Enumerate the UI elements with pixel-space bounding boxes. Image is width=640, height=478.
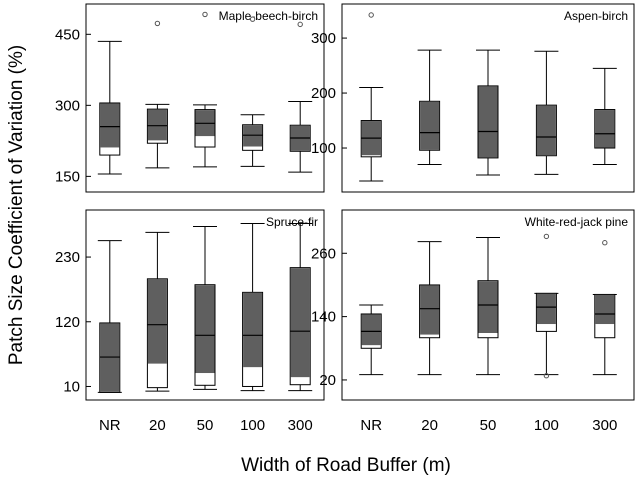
box-50 bbox=[193, 11, 217, 168]
y-tick-label: 140 bbox=[311, 309, 336, 326]
x-tick-label: 300 bbox=[592, 417, 617, 434]
y-tick-label: 150 bbox=[55, 168, 80, 185]
y-tick-label: 230 bbox=[55, 249, 80, 266]
outlier-point bbox=[297, 21, 303, 28]
box-shaded bbox=[478, 86, 498, 158]
panel-white-red-jack-pine: White-red-jack pine 20 140 260 NR 20 50 100 300 bbox=[311, 209, 635, 434]
x-tick-label: NR bbox=[99, 417, 121, 434]
box-20 bbox=[145, 20, 170, 169]
box-100 bbox=[240, 16, 265, 167]
y-tick-label: 260 bbox=[311, 245, 336, 262]
box-shaded bbox=[243, 292, 263, 368]
box-shaded bbox=[290, 268, 310, 378]
x-tick-label: 50 bbox=[480, 417, 497, 434]
outlier-point bbox=[202, 11, 208, 18]
panel-frame bbox=[341, 3, 635, 193]
box-300 bbox=[288, 21, 313, 173]
box-shaded bbox=[536, 293, 556, 325]
outlier-point bbox=[602, 240, 608, 246]
panel-title: White-red-jack pine bbox=[525, 215, 629, 229]
y-tick-label: 200 bbox=[311, 85, 336, 102]
panel-title: Maple-beech-birch bbox=[219, 9, 318, 23]
box-50 bbox=[476, 236, 500, 376]
x-axis-title: Width of Road Buffer (m) bbox=[241, 455, 451, 476]
box-shaded bbox=[100, 103, 120, 148]
box-50 bbox=[476, 49, 500, 176]
box-shaded bbox=[243, 125, 263, 147]
box-20 bbox=[145, 231, 170, 392]
y-tick-label: 20 bbox=[319, 372, 336, 389]
box-NR bbox=[359, 304, 384, 376]
panel-title: Spruce-fir bbox=[266, 215, 318, 229]
x-tick-label: 300 bbox=[288, 417, 313, 434]
box-NR bbox=[97, 40, 122, 175]
panel-frame bbox=[85, 3, 325, 193]
box-NR bbox=[359, 12, 384, 182]
box-shaded bbox=[361, 314, 381, 346]
x-tick-label: NR bbox=[360, 417, 382, 434]
y-axis-title: Patch Size Coefficient of Variation (%) bbox=[6, 45, 27, 365]
panel-maple-beech-birch: Maple-beech-birch 150 300 450 bbox=[55, 3, 325, 193]
box-300 bbox=[288, 223, 313, 392]
panels-group: Maple-beech-birch 150 300 450 Aspen-birch 100… bbox=[55, 3, 635, 434]
y-tick-label: 300 bbox=[55, 97, 80, 114]
box-100 bbox=[240, 223, 265, 392]
box-shaded bbox=[478, 281, 498, 333]
x-tick-label: 100 bbox=[240, 417, 265, 434]
panel-title: Aspen-birch bbox=[564, 9, 628, 23]
y-tick-label: 300 bbox=[311, 30, 336, 47]
panel-frame bbox=[85, 209, 325, 401]
y-tick-label: 10 bbox=[63, 378, 80, 395]
y-tick-label: 450 bbox=[55, 26, 80, 43]
y-tick-label: 120 bbox=[55, 314, 80, 331]
outlier-point bbox=[249, 16, 256, 22]
box-shaded bbox=[536, 105, 556, 156]
box-shaded bbox=[147, 279, 167, 364]
panel-frame bbox=[341, 209, 635, 401]
box-20 bbox=[417, 49, 442, 166]
box-shaded bbox=[195, 285, 215, 374]
box-shaded bbox=[595, 294, 615, 325]
box-100 bbox=[534, 50, 559, 175]
outlier-point bbox=[543, 373, 550, 379]
box-300 bbox=[592, 240, 617, 376]
outlier-point bbox=[543, 233, 550, 240]
x-tick-label: 20 bbox=[149, 417, 166, 434]
x-tick-label: 100 bbox=[534, 417, 559, 434]
box-shaded bbox=[420, 101, 440, 150]
y-tick-label: 100 bbox=[311, 140, 336, 157]
box-100 bbox=[534, 233, 559, 379]
panel-spruce-fir: Spruce-fir 10 120 230 NR 20 50 100 300 bbox=[55, 209, 325, 434]
box-shaded bbox=[420, 285, 440, 335]
box-NR bbox=[97, 240, 122, 393]
x-tick-label: 50 bbox=[197, 417, 214, 434]
outlier-point bbox=[154, 20, 161, 27]
box-shaded bbox=[595, 110, 615, 148]
panel-aspen-birch: Aspen-birch 100 200 300 bbox=[311, 3, 635, 193]
outlier-point bbox=[368, 12, 374, 18]
box-shaded bbox=[147, 109, 167, 141]
box-20 bbox=[417, 241, 442, 376]
x-tick-label: 20 bbox=[421, 417, 438, 434]
box-300 bbox=[592, 67, 617, 166]
box-50 bbox=[193, 225, 217, 390]
